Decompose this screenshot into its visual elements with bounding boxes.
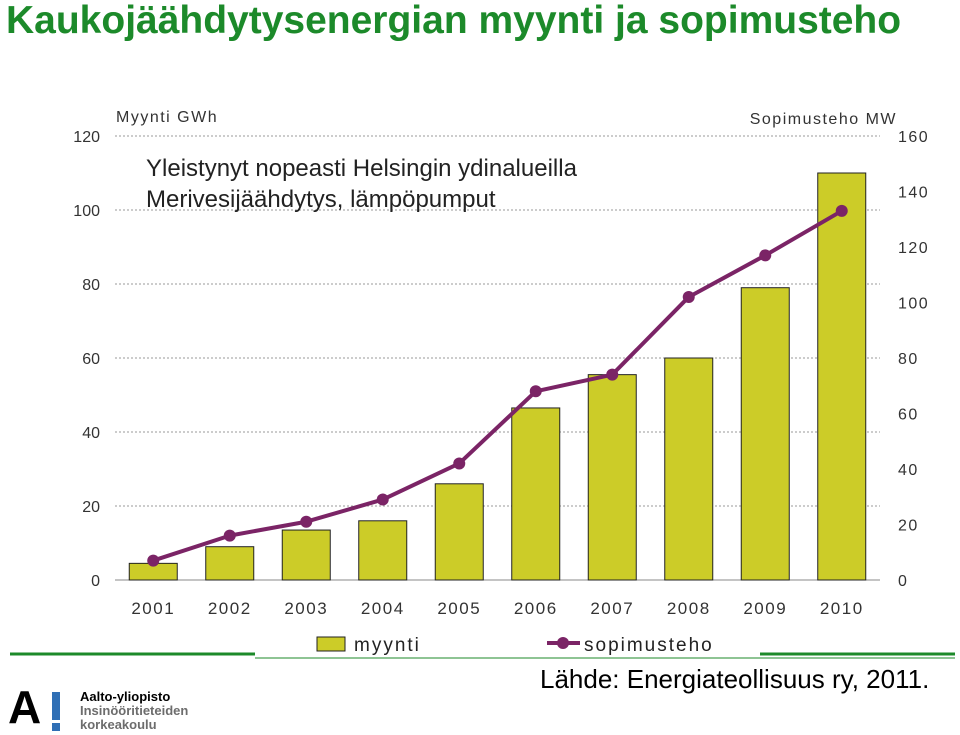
left-tick-label: 20 (82, 499, 100, 516)
x-tick-label: 2010 (820, 599, 864, 618)
left-tick-label: 80 (82, 277, 100, 294)
right-axis-ticks: 0 20 40 60 80 100 120 140 160 (898, 129, 929, 590)
left-tick-label: 100 (73, 203, 100, 220)
point-sopimusteho (606, 368, 619, 381)
left-tick-label: 40 (82, 425, 100, 442)
aalto-logo-dot (52, 723, 60, 731)
legend-label-sopimusteho: sopimusteho (584, 635, 714, 656)
bar-myynti (511, 407, 561, 581)
left-axis-label: Myynti GWh (116, 109, 218, 126)
annotation-line-2: Merivesijäähdytys, lämpöpumput (146, 186, 496, 213)
right-tick-label: 160 (898, 129, 929, 146)
left-axis-ticks: 0 20 40 60 80 100 120 (73, 129, 100, 590)
bars-myynti (128, 172, 867, 581)
right-tick-label: 60 (898, 407, 919, 424)
x-tick-label: 2001 (131, 599, 175, 618)
left-tick-label: 60 (82, 351, 100, 368)
point-sopimusteho (376, 493, 389, 506)
source-text: Lähde: Energiateollisuus ry, 2011. (540, 664, 930, 694)
point-sopimusteho (300, 515, 313, 528)
legend: myynti sopimusteho (316, 635, 714, 656)
point-sopimusteho (223, 529, 236, 542)
bar-myynti (817, 172, 867, 581)
point-sopimusteho (453, 457, 466, 470)
logo-line-3: korkeakoulu (80, 717, 157, 732)
annotation-line-1: Yleistynyt nopeasti Helsingin ydinalueil… (146, 155, 578, 182)
line-sopimusteho (147, 204, 848, 567)
aalto-logo-mark: A (8, 681, 42, 733)
logo-line-2: Insinööritieteiden (80, 703, 189, 718)
x-tick-label: 2007 (590, 599, 634, 618)
point-sopimusteho (682, 290, 695, 303)
x-tick-label: 2008 (667, 599, 711, 618)
bar-myynti (358, 520, 408, 581)
right-tick-label: 100 (898, 296, 929, 313)
legend-label-myynti: myynti (354, 635, 421, 656)
x-tick-label: 2006 (514, 599, 558, 618)
aalto-logo-bar (52, 692, 60, 720)
point-sopimusteho (529, 385, 542, 398)
right-tick-label: 80 (898, 351, 919, 368)
right-tick-label: 120 (898, 240, 929, 257)
x-tick-label: 2009 (743, 599, 787, 618)
logo-line-1: Aalto-yliopisto (80, 689, 171, 704)
aalto-logo: A Aalto-yliopisto Insinööritieteiden kor… (8, 684, 218, 732)
bar-myynti (205, 546, 255, 581)
bar-myynti (434, 483, 484, 581)
right-tick-label: 40 (898, 462, 919, 479)
bar-myynti (281, 529, 331, 581)
x-tick-label: 2003 (284, 599, 328, 618)
right-tick-label: 140 (898, 185, 929, 202)
series-line-sopimusteho (152, 209, 843, 563)
x-axis-ticks: 2001 2002 2003 2004 2005 2006 2007 2008 2009 2010 (131, 599, 864, 618)
x-tick-label: 2002 (208, 599, 252, 618)
left-tick-label: 0 (91, 573, 100, 590)
x-tick-label: 2004 (361, 599, 405, 618)
x-tick-label: 2005 (437, 599, 481, 618)
right-tick-label: 20 (898, 518, 919, 535)
right-axis-label: Sopimusteho MW (750, 111, 897, 128)
bar-myynti (587, 374, 637, 581)
aalto-logo-text: Aalto-yliopisto Insinööritieteiden korke… (80, 690, 188, 732)
legend-swatch-myynti (316, 636, 346, 652)
legend-swatch-marker-sopimusteho (557, 637, 569, 649)
bar-myynti (664, 357, 714, 581)
point-sopimusteho (835, 204, 848, 217)
point-sopimusteho (147, 554, 160, 567)
point-sopimusteho (759, 249, 772, 262)
left-tick-label: 120 (73, 129, 100, 146)
right-tick-label: 0 (898, 573, 908, 590)
page-title: Kaukojäähdytysenergian myynti ja sopimus… (6, 0, 902, 42)
bar-myynti (740, 287, 790, 581)
